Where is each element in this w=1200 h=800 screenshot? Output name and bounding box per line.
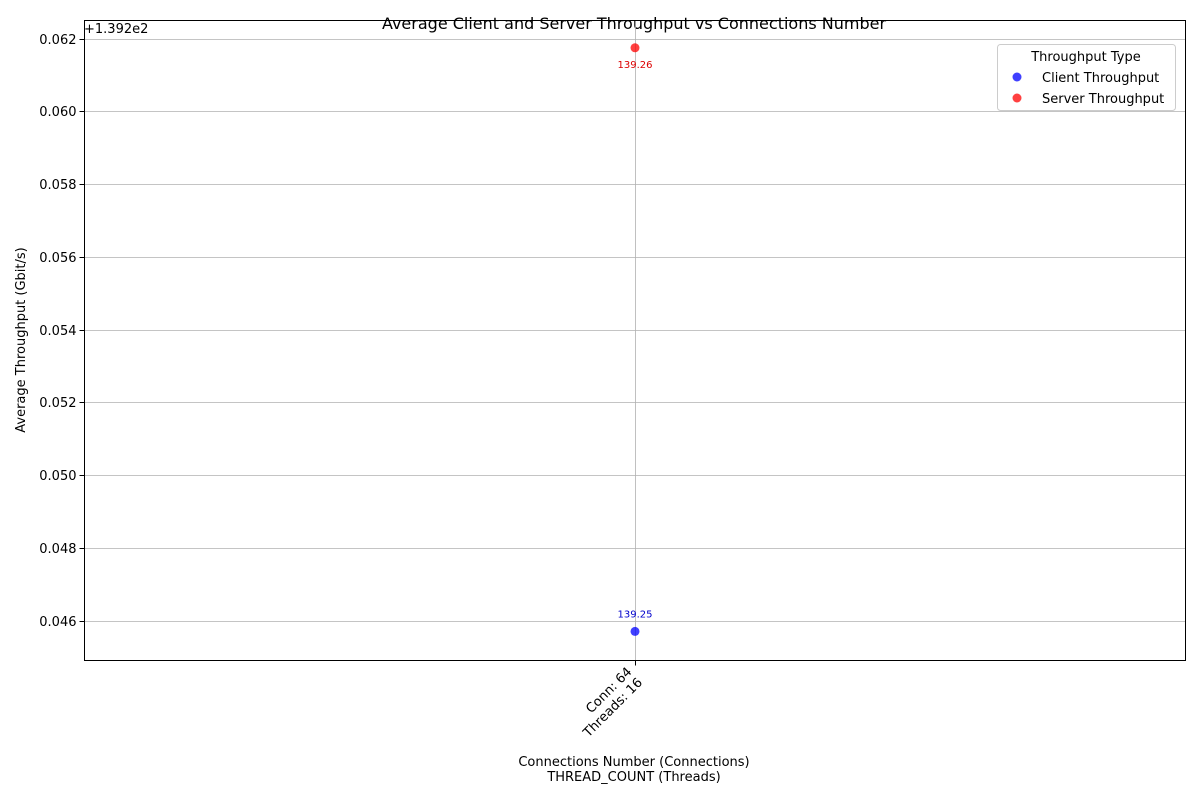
legend-marker-client — [1012, 72, 1022, 82]
legend-marker-server — [1012, 93, 1022, 103]
legend-entry-server: Server Throughput — [1042, 92, 1164, 107]
x-axis-label: Connections Number (Connections) — [518, 755, 749, 770]
legend-box — [997, 44, 1176, 111]
plot-area-frame — [84, 20, 1186, 661]
y-tick-label: 0.062 — [39, 33, 76, 48]
grid — [84, 20, 1186, 661]
legend-title: Throughput Type — [1030, 50, 1141, 65]
y-axis-label: Average Throughput (Gbit/s) — [14, 247, 29, 433]
chart-title: Average Client and Server Throughput vs … — [382, 14, 887, 33]
x-axis-ticks: Conn: 64Threads: 16 — [569, 660, 646, 742]
y-tick-label: 0.050 — [39, 469, 76, 484]
x-tick-label: Conn: 64Threads: 16 — [569, 665, 646, 742]
y-axis-ticks: 0.046 0.048 0.050 0.052 0.054 0.056 0.058 0.060… — [39, 33, 85, 630]
y-tick-label: 0.056 — [39, 251, 76, 266]
x-axis-label-secondary: THREAD_COUNT (Threads) — [546, 770, 720, 785]
y-tick-label: 0.046 — [39, 615, 76, 630]
y-tick-label: 0.058 — [39, 178, 76, 193]
legend-entry-client: Client Throughput — [1042, 71, 1159, 86]
y-tick-label: 0.048 — [39, 542, 76, 557]
y-axis-offset-label: +1.392e2 — [84, 22, 148, 37]
data-label: 139.26 — [618, 60, 653, 71]
data-point — [630, 43, 640, 53]
data-points: 139.25 139.26 — [618, 43, 653, 636]
legend: Throughput Type Client Throughput Server… — [997, 44, 1176, 111]
data-label: 139.25 — [618, 609, 653, 620]
y-tick-label: 0.054 — [39, 324, 76, 339]
y-tick-label: 0.060 — [39, 105, 76, 120]
y-tick-label: 0.052 — [39, 396, 76, 411]
data-point — [630, 626, 640, 636]
